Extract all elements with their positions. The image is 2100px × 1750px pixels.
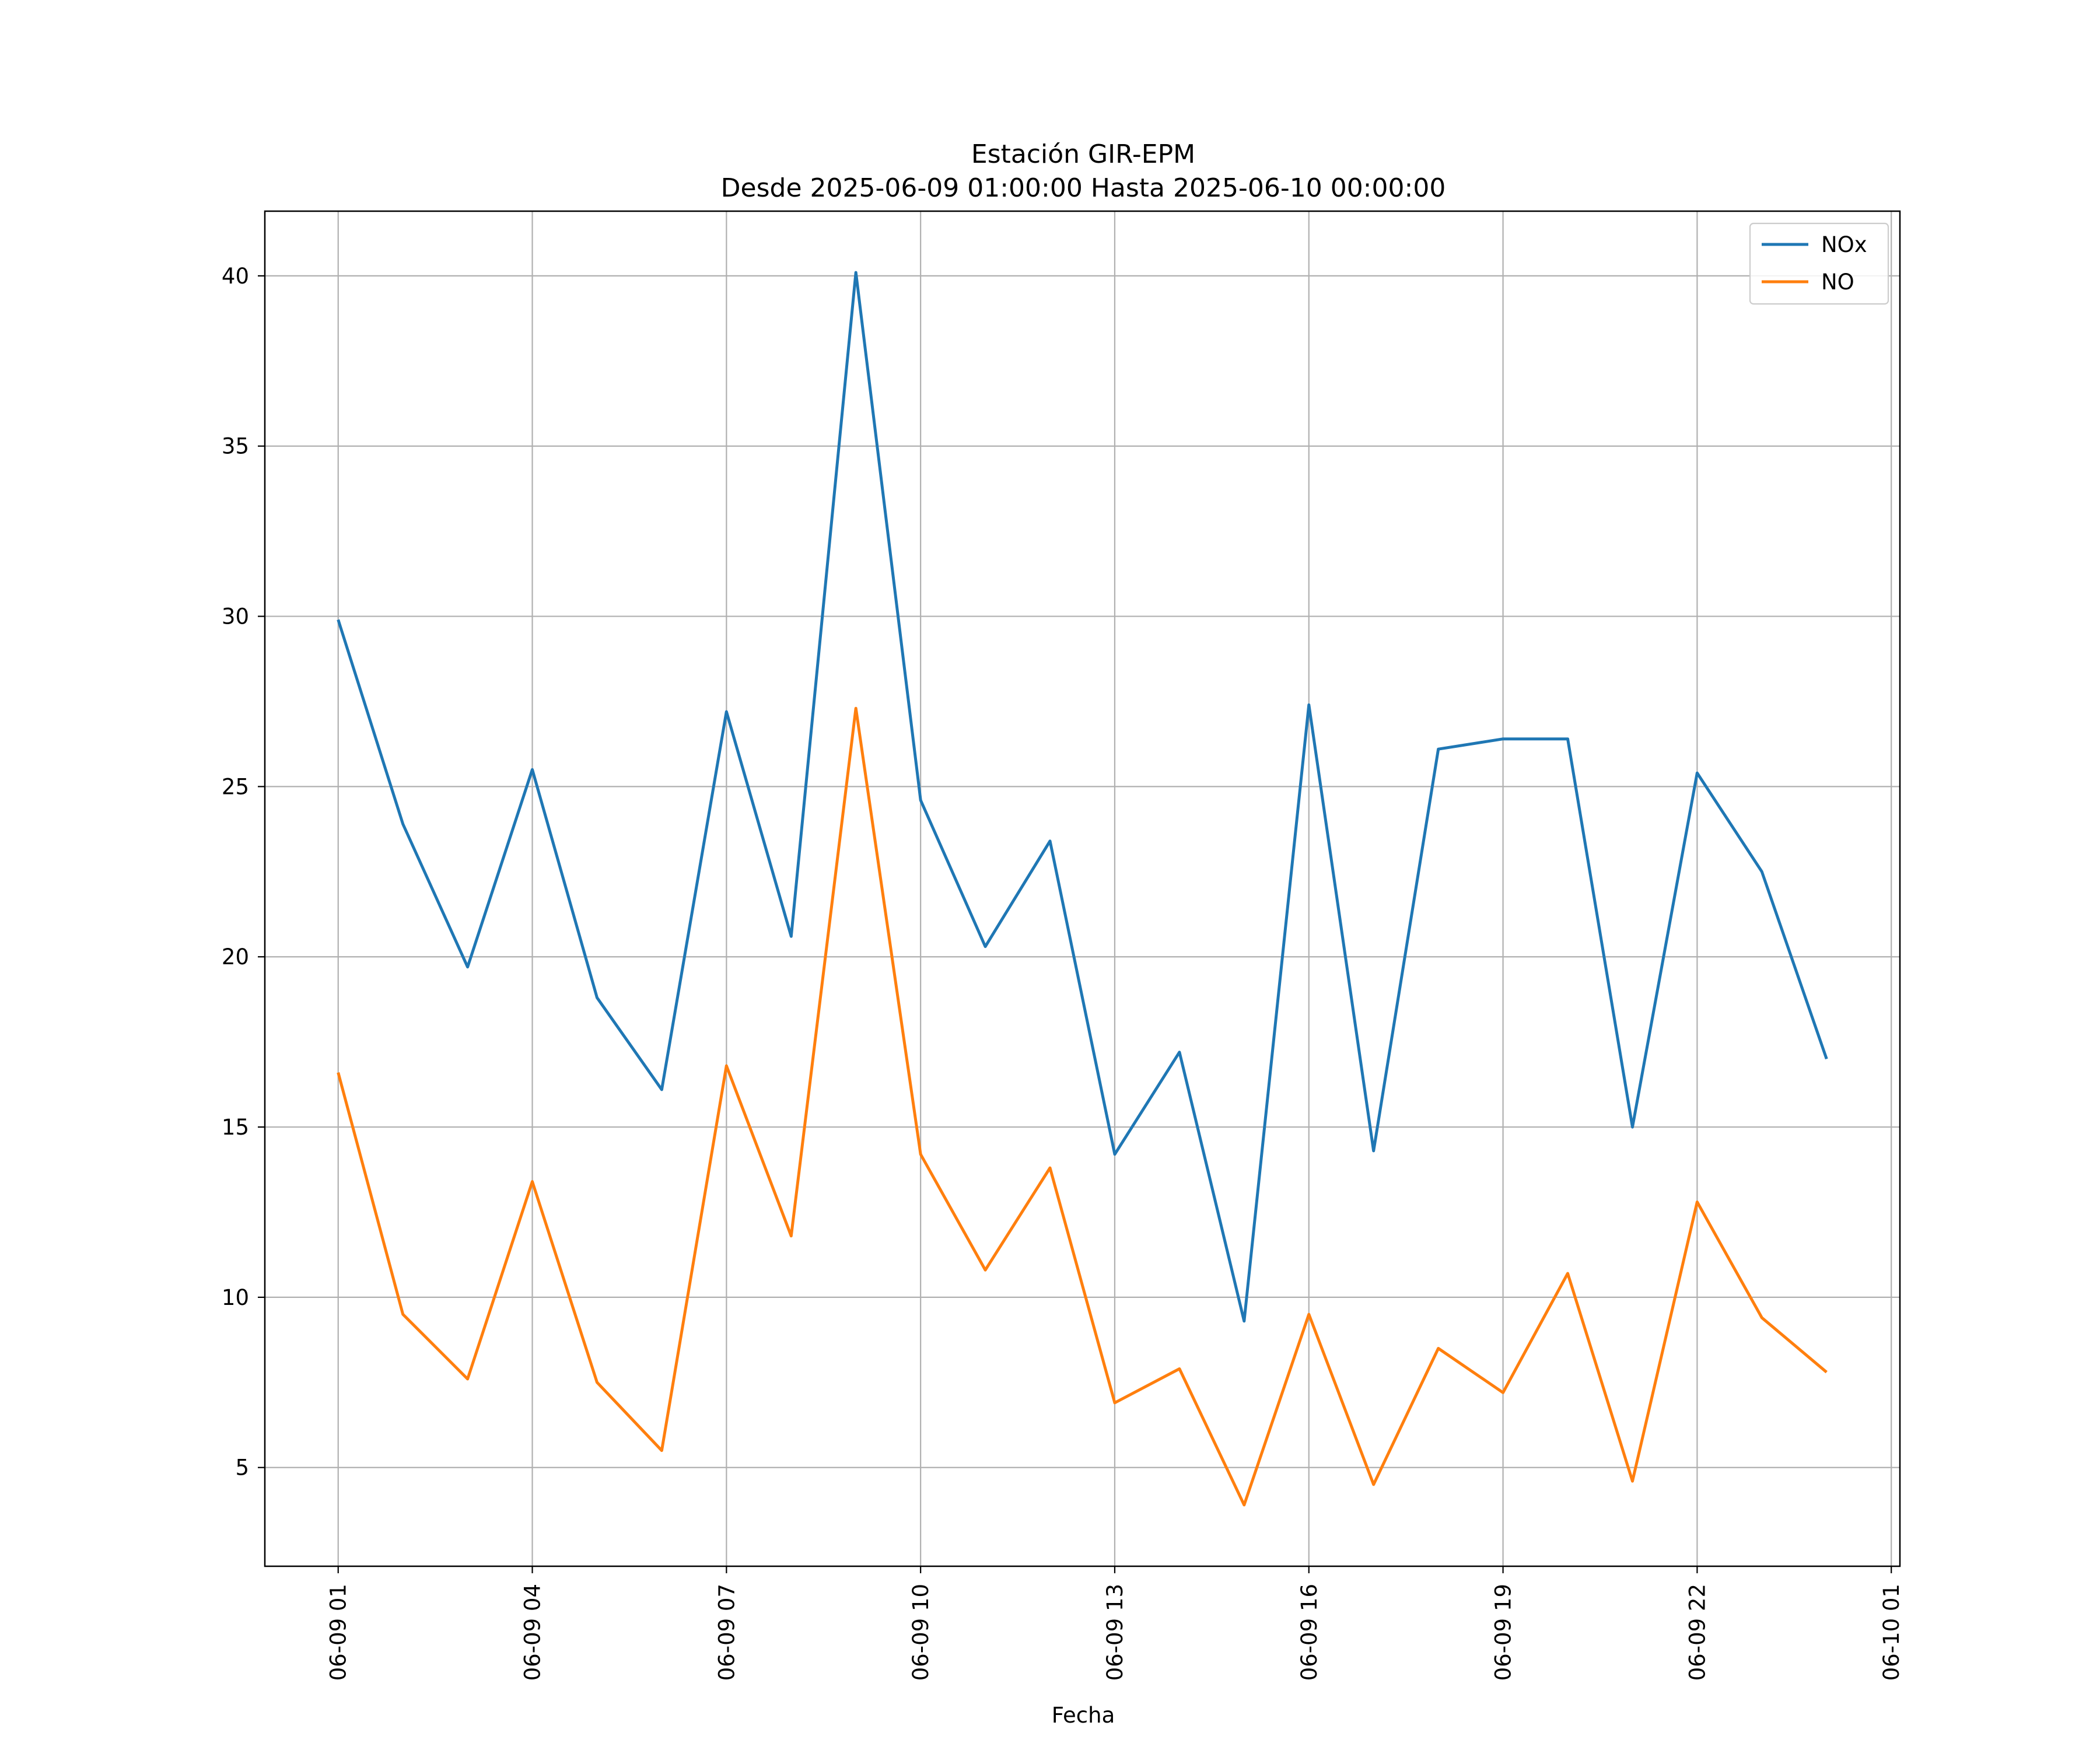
plot-area-frame <box>264 210 1901 1567</box>
y-tick-label: 30 <box>222 604 249 629</box>
series-line-nox <box>337 271 1828 1323</box>
x-tick-label: 06-09 04 <box>520 1584 545 1681</box>
series-lines <box>337 271 1828 1507</box>
x-tick-label: 06-10 01 <box>1879 1584 1904 1681</box>
y-tick-label: 20 <box>222 944 249 970</box>
chart-title: Estación GIR-EPM <box>971 139 1195 169</box>
x-tick-label: 06-09 13 <box>1102 1584 1128 1681</box>
y-tick-label: 15 <box>222 1115 249 1140</box>
y-tick-label: 35 <box>222 434 249 459</box>
series-line-no <box>337 706 1828 1507</box>
chart-subtitle: Desde 2025-06-09 01:00:00 Hasta 2025-06-… <box>721 173 1446 203</box>
legend: NOx NO <box>1749 222 1889 305</box>
y-axis-ticks: 5 10 15 20 25 30 35 40 <box>222 264 265 1480</box>
x-tick-label: 06-09 16 <box>1297 1584 1322 1681</box>
x-axis-ticks: 06-09 01 06-09 04 06-09 07 06-09 10 06-09 13… <box>326 1566 1904 1681</box>
legend-box <box>1749 222 1889 305</box>
y-tick-label: 40 <box>222 264 249 289</box>
x-tick-label: 06-09 01 <box>326 1584 351 1681</box>
legend-label-no: NO <box>1821 270 1854 295</box>
x-tick-label: 06-09 19 <box>1491 1584 1516 1681</box>
y-tick-label: 10 <box>222 1285 249 1310</box>
y-tick-label: 5 <box>235 1455 249 1480</box>
x-tick-label: 06-09 07 <box>714 1584 739 1681</box>
legend-label-nox: NOx <box>1821 232 1867 257</box>
x-tick-label: 06-09 22 <box>1685 1584 1710 1681</box>
x-tick-label: 06-09 10 <box>908 1584 933 1681</box>
x-axis-label: Fecha <box>1052 1703 1115 1728</box>
y-tick-label: 25 <box>222 774 249 799</box>
